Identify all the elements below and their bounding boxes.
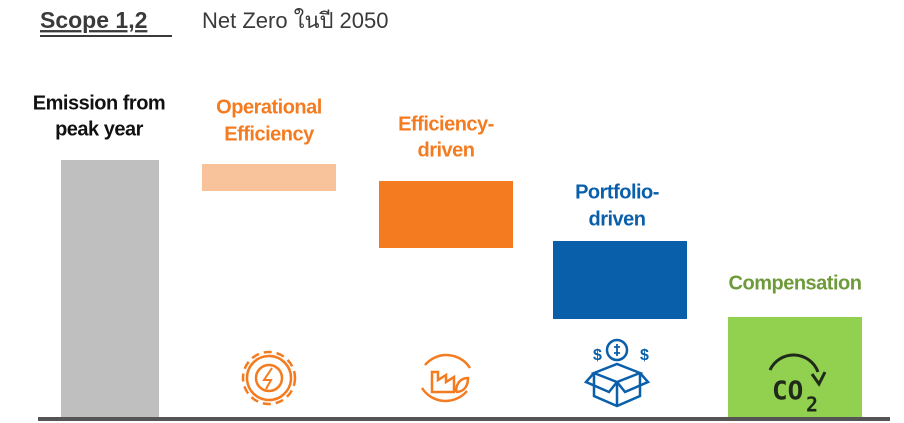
- gear-icon: [241, 350, 297, 406]
- scope-label: Scope 1,2: [40, 7, 147, 33]
- co2-text: CO: [772, 377, 803, 407]
- bar-efficiency: [379, 181, 513, 248]
- bar-operational: [202, 164, 336, 191]
- box-icon: $ $: [583, 338, 651, 408]
- svg-text:$: $: [640, 347, 649, 364]
- step-label: Efficiency: [224, 123, 315, 145]
- step-label: Operational: [216, 96, 322, 118]
- svg-text:$: $: [593, 347, 602, 364]
- factory-icon: [420, 353, 472, 403]
- co2-icon: CO 2: [768, 353, 827, 417]
- step-label: driven: [417, 139, 474, 161]
- step-label: driven: [588, 208, 645, 230]
- bar-compensation: [728, 317, 862, 418]
- step-label: Portfolio-: [575, 181, 659, 203]
- co2-subscript: 2: [806, 393, 818, 417]
- title: Net Zero ในปี 2050: [202, 8, 389, 33]
- bar-emission: [61, 160, 159, 418]
- step-label: peak year: [55, 118, 144, 140]
- step-label: Compensation: [729, 272, 862, 294]
- bar-portfolio: [553, 241, 687, 319]
- step-label: Emission from: [33, 92, 165, 114]
- step-label: Efficiency-: [398, 113, 494, 135]
